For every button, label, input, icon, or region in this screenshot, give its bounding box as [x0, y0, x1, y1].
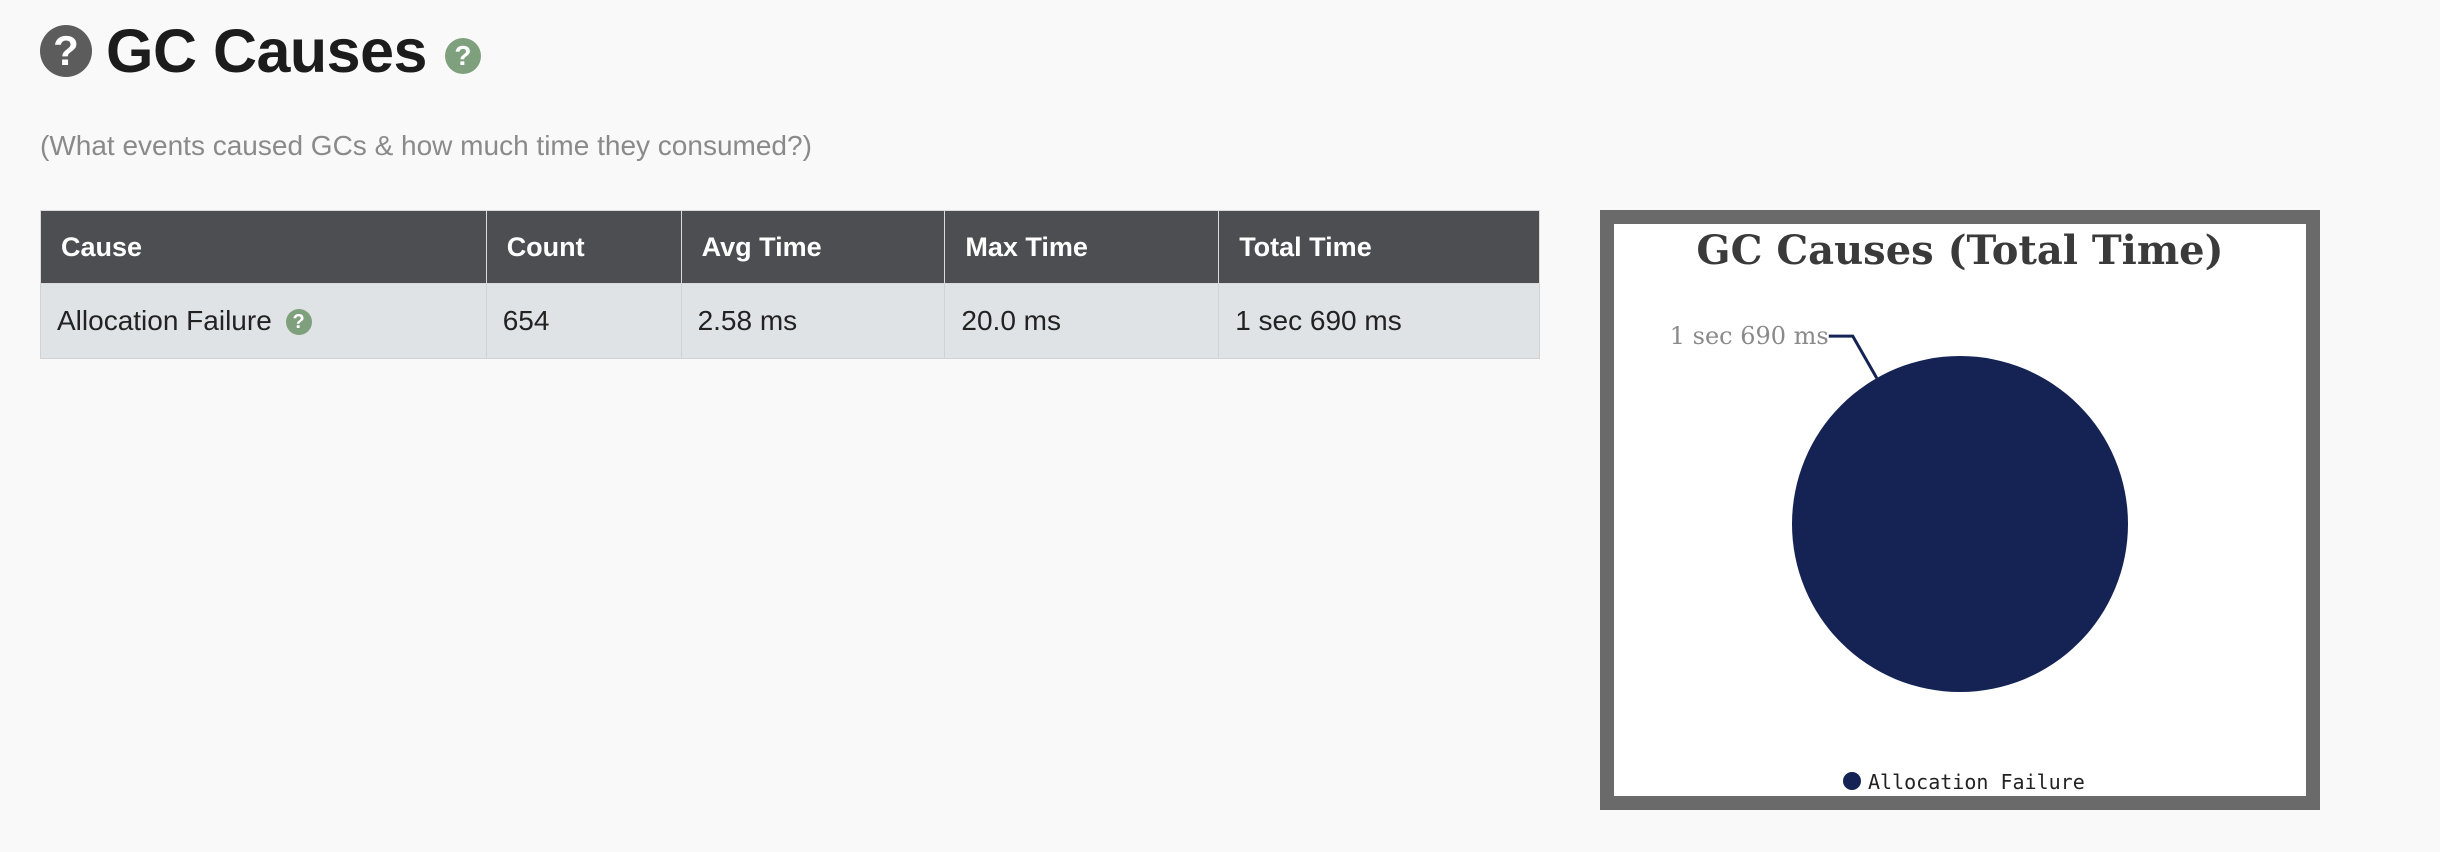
column-header-count: Count [485, 210, 682, 284]
pie-slice[interactable] [1792, 356, 2128, 692]
cell-count: 654 [485, 283, 682, 359]
table-row: Allocation Failure ? 654 2.58 ms 20.0 ms… [40, 283, 1540, 359]
cell-cause: Allocation Failure ? [40, 283, 487, 359]
cell-max-time: 20.0 ms [944, 283, 1220, 359]
column-header-max-time: Max Time [944, 210, 1220, 284]
column-header-avg-time: Avg Time [680, 210, 946, 284]
cause-label: Allocation Failure [57, 305, 272, 336]
pie-chart: GC Causes (Total Time) 1 sec 690 ms Alloca… [1670, 227, 2224, 794]
column-header-total-time: Total Time [1218, 210, 1540, 284]
chart-container: GC Causes (Total Time) 1 sec 690 ms Alloca… [1600, 210, 2320, 810]
legend-label[interactable]: Allocation Failure [1868, 770, 2085, 794]
page-subtitle: (What events caused GCs & how much time … [40, 130, 812, 161]
table-header-row: Cause Count Avg Time Max Time Total Time [40, 210, 1540, 284]
chart-title: GC Causes (Total Time) [1696, 227, 2223, 274]
data-label-leader-line [1828, 334, 1879, 379]
page-header: ? GC Causes ? [40, 18, 481, 84]
chart-area: GC Causes (Total Time) 1 sec 690 ms Alloca… [1614, 224, 2306, 796]
column-header-cause: Cause [40, 210, 487, 284]
legend-marker [1843, 772, 1861, 790]
question-circle-icon[interactable]: ? [40, 25, 92, 77]
cell-avg-time: 2.58 ms [680, 283, 946, 359]
question-circle-icon[interactable]: ? [444, 38, 481, 74]
cell-total-time: 1 sec 690 ms [1218, 283, 1540, 359]
gc-causes-table: Cause Count Avg Time Max Time Total Time… [40, 210, 1540, 359]
question-circle-icon[interactable]: ? [285, 309, 312, 335]
data-label: 1 sec 690 ms [1670, 322, 1829, 350]
page-title: GC Causes [106, 17, 427, 85]
